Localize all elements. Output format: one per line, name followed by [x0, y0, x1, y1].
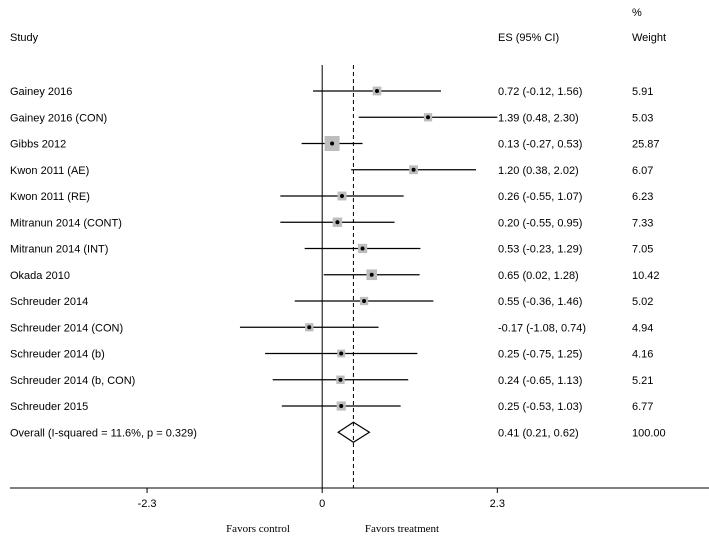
weight-value: 7.33: [632, 217, 653, 229]
point-estimate: [307, 325, 312, 330]
point-estimate: [369, 272, 374, 277]
x-tick-label: 0: [319, 498, 325, 510]
study-row: Mitranun 2014 (CONT) 0.20 (-0.55, 0.95) 7.…: [10, 217, 653, 229]
study-row: Gainey 2016 (CON) 1.39 (0.48, 2.30) 5.03: [10, 112, 653, 124]
study-row: Gibbs 2012 0.13 (-0.27, 0.53) 25.87: [10, 136, 660, 151]
study-label: Gibbs 2012: [10, 139, 66, 151]
study-row: Schreuder 2014 (b, CON) 0.24 (-0.65, 1.13…: [10, 375, 653, 387]
overall-row: Overall (I-squared = 11.6%, p = 0.329) 0.…: [10, 421, 666, 443]
x-tick-label: 2.3: [490, 498, 505, 510]
point-estimate: [362, 299, 367, 303]
study-label: Schreuder 2014: [10, 296, 88, 308]
es-ci-value: 0.20 (-0.55, 0.95): [498, 217, 582, 229]
favors-control-label: Favors control: [226, 523, 290, 535]
overall-es-ci-value: 0.41 (0.21, 0.62): [498, 427, 579, 439]
es-ci-value: 0.25 (-0.53, 1.03): [498, 401, 582, 413]
point-estimate: [375, 89, 380, 93]
es-ci-value: 0.53 (-0.23, 1.29): [498, 244, 582, 256]
study-label: Gainey 2016: [10, 86, 72, 98]
overall-label: Overall (I-squared = 11.6%, p = 0.329): [10, 427, 197, 439]
weight-value: 6.07: [632, 165, 653, 177]
study-rows: Gainey 2016 0.72 (-0.12, 1.56) 5.91Gainey …: [10, 86, 660, 413]
overall-weight-value: 100.00: [632, 427, 666, 439]
weight-value: 6.77: [632, 401, 653, 413]
es-ci-value: 1.20 (0.38, 2.02): [498, 165, 579, 177]
weight-value: 7.05: [632, 244, 653, 256]
weight-value: 5.02: [632, 296, 653, 308]
weight-header-percent: %: [632, 7, 642, 19]
weight-value: 5.03: [632, 112, 653, 124]
study-row: Kwon 2011 (AE) 1.20 (0.38, 2.02) 6.07: [10, 165, 653, 177]
study-row: Schreuder 2015 0.25 (-0.53, 1.03) 6.77: [10, 401, 653, 413]
study-row: Kwon 2011 (RE) 0.26 (-0.55, 1.07) 6.23: [10, 191, 653, 203]
es-ci-value: 0.72 (-0.12, 1.56): [498, 86, 582, 98]
weight-value: 6.23: [632, 191, 653, 203]
es-ci-value: 0.24 (-0.65, 1.13): [498, 375, 582, 387]
study-label: Schreuder 2014 (CON): [10, 322, 123, 334]
x-axis-ticks: -2.3 0 2.3: [138, 488, 505, 510]
point-estimate: [335, 220, 340, 225]
es-ci-value: 0.25 (-0.75, 1.25): [498, 349, 582, 361]
study-row: Okada 2010 0.65 (0.02, 1.28) 10.42: [10, 269, 660, 282]
study-label: Schreuder 2014 (b, CON): [10, 375, 135, 387]
point-estimate: [339, 404, 344, 408]
study-row: Schreuder 2014 (b) 0.25 (-0.75, 1.25) 4.16: [10, 349, 653, 361]
study-row: Mitranun 2014 (INT) 0.53 (-0.23, 1.29) 7.0…: [10, 244, 653, 256]
point-estimate: [339, 351, 344, 356]
study-label: Kwon 2011 (RE): [10, 191, 90, 203]
study-label: Mitranun 2014 (INT): [10, 244, 108, 256]
study-label: Okada 2010: [10, 270, 70, 282]
study-label: Kwon 2011 (AE): [10, 165, 89, 177]
point-estimate: [339, 194, 344, 198]
weight-header: Weight: [632, 32, 666, 44]
es-ci-value: 0.26 (-0.55, 1.07): [498, 191, 582, 203]
study-label: Mitranun 2014 (CONT): [10, 217, 122, 229]
weight-value: 4.16: [632, 349, 653, 361]
weight-value: 25.87: [632, 139, 660, 151]
study-label: Schreuder 2014 (b): [10, 349, 105, 361]
es-ci-value: 1.39 (0.48, 2.30): [498, 112, 579, 124]
point-estimate: [426, 115, 431, 120]
weight-value: 5.21: [632, 375, 653, 387]
es-header: ES (95% CI): [498, 32, 559, 44]
study-label: Gainey 2016 (CON): [10, 112, 107, 124]
weight-value: 10.42: [632, 270, 660, 282]
es-ci-value: -0.17 (-1.08, 0.74): [498, 322, 586, 334]
favors-treatment-label: Favors treatment: [365, 523, 439, 535]
point-estimate: [330, 141, 335, 146]
es-ci-value: 0.55 (-0.36, 1.46): [498, 296, 582, 308]
weight-value: 5.91: [632, 86, 653, 98]
point-estimate: [338, 377, 343, 382]
weight-value: 4.94: [632, 322, 653, 334]
point-estimate: [360, 246, 365, 251]
study-header: Study: [10, 32, 39, 44]
study-row: Schreuder 2014 (CON) -0.17 (-1.08, 0.74) 4…: [10, 322, 653, 334]
study-label: Schreuder 2015: [10, 401, 88, 413]
x-tick-label: -2.3: [138, 498, 157, 510]
study-row: Gainey 2016 0.72 (-0.12, 1.56) 5.91: [10, 86, 653, 98]
study-row: Schreuder 2014 0.55 (-0.36, 1.46) 5.02: [10, 296, 653, 308]
es-ci-value: 0.65 (0.02, 1.28): [498, 270, 579, 282]
point-estimate: [411, 167, 416, 172]
es-ci-value: 0.13 (-0.27, 0.53): [498, 139, 582, 151]
